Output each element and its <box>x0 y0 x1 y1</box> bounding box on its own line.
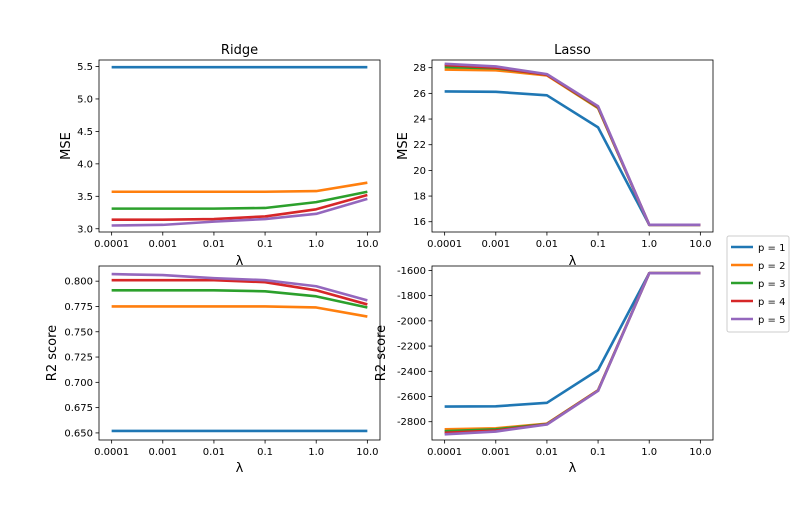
subplot-title: Lasso <box>554 43 591 58</box>
series-line-p2 <box>111 181 368 194</box>
y-tick-label: 0.650 <box>64 428 93 439</box>
y-tick-label: 5.5 <box>77 62 93 73</box>
series-line-p3 <box>111 288 368 309</box>
legend: p = 1 p = 2 p = 3 p = 4 p = 5 <box>726 235 790 333</box>
y-tick-label: 0.700 <box>64 378 93 389</box>
y-axis-label: MSE <box>396 132 411 160</box>
y-tick-label: -2000 <box>397 316 426 327</box>
y-tick-label: 4.0 <box>77 159 93 170</box>
subplot-title: Ridge <box>221 43 258 58</box>
legend-entry: p = 4 <box>731 297 785 308</box>
series-line-p2 <box>111 305 368 318</box>
y-tick-label: 18 <box>413 192 426 203</box>
subplot-ridge-r2: R2 score λ 0.0001 0.001 0.01 0.1 1.0 10.0 0.65… <box>45 265 381 476</box>
y-tick-label: 26 <box>413 89 426 100</box>
legend-entry: p = 2 <box>731 261 785 272</box>
series-line-p5 <box>111 272 368 302</box>
y-tick-label: 0.725 <box>64 353 93 364</box>
y-tick-label: 3.0 <box>77 224 93 235</box>
y-tick-label: 24 <box>413 115 426 126</box>
y-tick-label: 20 <box>413 166 426 177</box>
x-tick-label: 0.01 <box>203 239 225 250</box>
x-tick-label: 10.0 <box>356 447 378 458</box>
x-tick-label: 1.0 <box>308 447 324 458</box>
x-tick-label: 0.1 <box>590 447 606 458</box>
x-tick-label: 10.0 <box>689 239 711 250</box>
y-axis-label: R2 score <box>374 325 389 381</box>
legend-entry: p = 1 <box>731 243 785 254</box>
y-tick-label: 16 <box>413 217 426 228</box>
x-tick-label: 0.0001 <box>94 447 129 458</box>
series-line-p4 <box>111 193 368 221</box>
y-tick-label: 4.5 <box>77 127 93 138</box>
x-tick-label: 0.0001 <box>427 239 462 250</box>
y-tick-label: -2800 <box>397 417 426 428</box>
y-tick-label: -2600 <box>397 392 426 403</box>
series-line-p5 <box>111 197 368 227</box>
x-tick-label: 0.001 <box>148 239 177 250</box>
axes-frame <box>431 59 714 233</box>
y-axis-label: R2 score <box>45 325 60 381</box>
y-tick-label: 28 <box>413 63 426 74</box>
x-tick-label: 0.001 <box>481 447 510 458</box>
y-tick-label: -2200 <box>397 342 426 353</box>
x-axis-label: λ <box>236 254 244 269</box>
x-tick-label: 0.1 <box>257 447 273 458</box>
x-axis-label: λ <box>569 461 577 476</box>
legend-label: p = 1 <box>758 243 785 254</box>
x-tick-label: 0.0001 <box>427 447 462 458</box>
legend-label: p = 2 <box>758 261 785 272</box>
y-tick-label: -2400 <box>397 367 426 378</box>
x-tick-label: 0.01 <box>536 239 558 250</box>
x-tick-label: 1.0 <box>308 239 324 250</box>
y-tick-label: 0.775 <box>64 302 93 313</box>
x-axis-label: λ <box>236 461 244 476</box>
subplot-ridge-mse: Ridge MSE λ 0.0001 0.001 0.01 0.1 1.0 10.0 3.0… <box>59 43 381 269</box>
series-line-p5 <box>444 271 701 436</box>
x-tick-label: 0.001 <box>481 239 510 250</box>
x-axis-label: λ <box>569 254 577 269</box>
subplot-lasso-r2: R2 score λ 0.0001 0.001 0.01 0.1 1.0 10.0 -280… <box>374 265 714 476</box>
y-tick-label: 0.750 <box>64 327 93 338</box>
subplot-lasso-mse: Lasso MSE λ 0.0001 0.001 0.01 0.1 1.0 10.0 16 1… <box>396 43 714 269</box>
y-tick-label: 3.5 <box>77 192 93 203</box>
series-line-p3 <box>111 190 368 210</box>
legend-label: p = 4 <box>758 297 785 308</box>
legend-frame <box>726 235 790 333</box>
x-tick-label: 0.01 <box>536 447 558 458</box>
x-tick-label: 1.0 <box>641 447 657 458</box>
x-tick-label: 0.0001 <box>94 239 129 250</box>
y-tick-label: 0.800 <box>64 277 93 288</box>
legend-label: p = 5 <box>758 315 785 326</box>
y-tick-label: 22 <box>413 140 426 151</box>
y-tick-label: 5.0 <box>77 94 93 105</box>
axes-frame <box>98 59 381 233</box>
legend-entry: p = 3 <box>731 279 785 290</box>
series-line-p4 <box>111 278 368 306</box>
axes-frame <box>431 265 714 441</box>
y-tick-label: -1800 <box>397 291 426 302</box>
x-tick-label: 1.0 <box>641 239 657 250</box>
legend-label: p = 3 <box>758 279 785 290</box>
series-line-p5 <box>444 62 701 227</box>
legend-entry: p = 5 <box>731 315 785 326</box>
x-tick-label: 0.1 <box>257 239 273 250</box>
x-tick-label: 10.0 <box>689 447 711 458</box>
x-tick-label: 0.01 <box>203 447 225 458</box>
x-tick-label: 10.0 <box>356 239 378 250</box>
x-tick-label: 0.1 <box>590 239 606 250</box>
y-tick-label: 0.675 <box>64 403 93 414</box>
y-tick-label: -1600 <box>397 266 426 277</box>
x-tick-label: 0.001 <box>148 447 177 458</box>
axes-frame <box>98 265 381 441</box>
y-axis-label: MSE <box>59 132 74 160</box>
